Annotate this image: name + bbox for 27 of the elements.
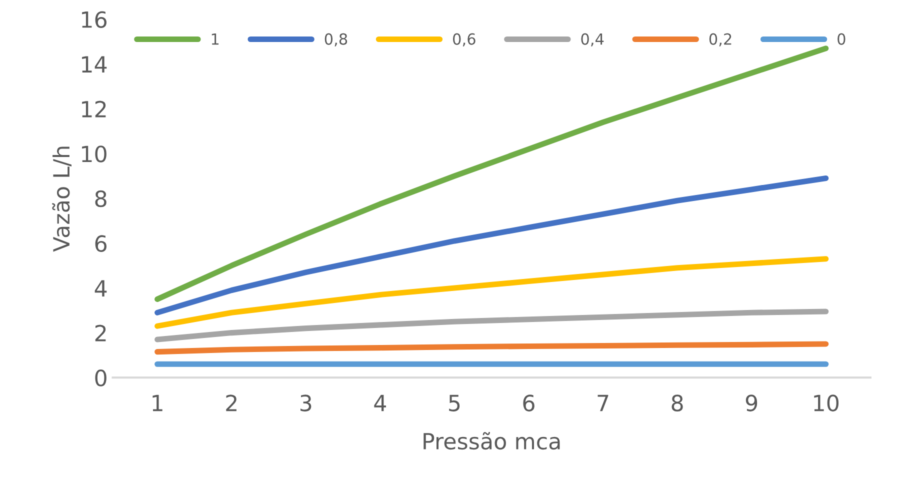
- y-tick-label: 8: [95, 190, 106, 208]
- x-tick-label: 8: [672, 394, 683, 412]
- legend-label: 0,4: [581, 33, 604, 46]
- legend-label: 0,8: [324, 33, 348, 46]
- y-axis-title: Vazão L/h: [52, 146, 72, 252]
- legend-label: 1: [212, 33, 219, 45]
- x-tick-label: 10: [814, 394, 839, 412]
- legend-label: 0,2: [709, 33, 732, 46]
- legend-label: 0: [838, 33, 846, 45]
- x-tick-label: 7: [598, 394, 608, 412]
- y-tick-label: 2: [95, 324, 106, 342]
- x-tick-label: 1: [152, 394, 162, 412]
- y-tick-label: 12: [82, 100, 106, 118]
- y-tick-label: 0: [95, 370, 106, 386]
- x-tick-label: 5: [449, 394, 460, 412]
- y-tick-label: 10: [82, 146, 106, 162]
- x-tick-label: 3: [300, 394, 312, 412]
- y-tick-label: 4: [94, 280, 107, 296]
- x-axis-title: Pressão mca: [424, 432, 560, 450]
- x-tick-label: 9: [746, 394, 758, 412]
- x-tick-label: 6: [523, 394, 534, 412]
- legend-label: 0,6: [453, 33, 476, 46]
- y-tick-label: 6: [95, 235, 106, 252]
- y-tick-label: 16: [82, 11, 106, 28]
- x-tick-label: 4: [374, 394, 386, 412]
- y-tick-label: 14: [82, 56, 107, 72]
- x-tick-label: 2: [226, 394, 236, 412]
